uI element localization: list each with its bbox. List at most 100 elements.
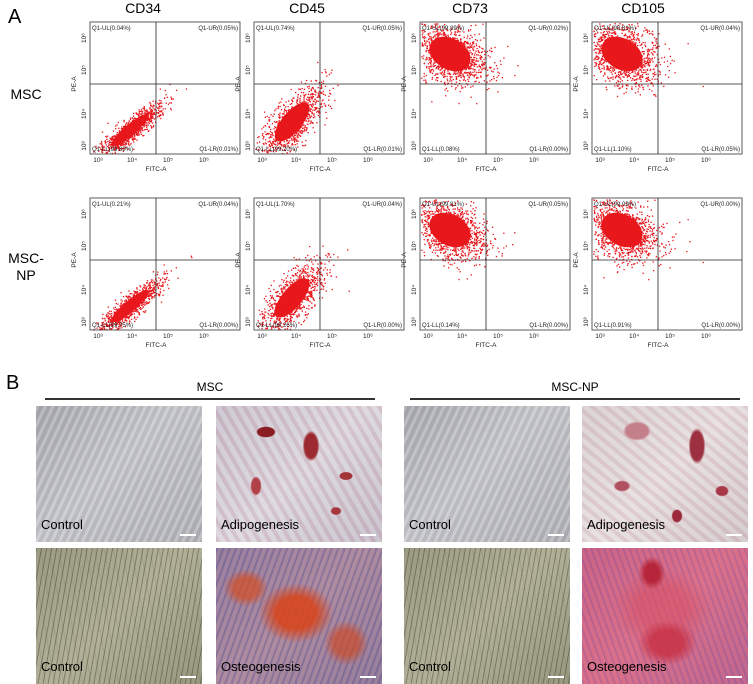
scatter-population <box>93 84 187 154</box>
y-tick-label: 10⁶ <box>245 209 252 219</box>
y-tick-label: 10⁶ <box>81 33 88 43</box>
x-tick-label: 10⁵ <box>327 157 337 164</box>
flow-plot: Q1-UL(1.70%)Q1-UR(0.04%)Q1-LL(98.26%)Q1-… <box>232 198 412 361</box>
row-header-line: MSC <box>8 86 44 103</box>
quadrant-ul-label: Q1-UL(1.70%) <box>256 202 295 208</box>
y-tick-label: 10³ <box>411 140 418 150</box>
x-tick-label: 10⁵ <box>493 157 503 164</box>
x-tick-label: 10⁵ <box>163 157 173 164</box>
x-tick-label: 10⁶ <box>701 333 711 340</box>
quadrant-lr-label: Q1-LR(0.00%) <box>701 323 740 329</box>
y-axis-label: PE-A <box>573 76 580 92</box>
column-header-cd73: CD73 <box>415 0 525 16</box>
y-tick-label: 10³ <box>81 316 88 326</box>
x-tick-label: 10⁴ <box>291 157 301 164</box>
scatter-population <box>421 199 515 280</box>
x-tick-label: 10⁶ <box>363 333 373 340</box>
x-axis-label: FITC-A <box>648 342 670 349</box>
row-header-msc-np: MSC- NP <box>8 250 44 284</box>
quadrant-ul-label: Q1-UL(98.81%) <box>594 26 636 32</box>
y-tick-label: 10³ <box>583 316 590 326</box>
scatter-population <box>258 246 350 331</box>
scale-bar <box>548 676 564 678</box>
plot-frame <box>90 198 240 330</box>
x-axis-label: FITC-A <box>146 166 168 173</box>
y-axis-label: PE-A <box>235 76 242 92</box>
y-tick-label: 10⁶ <box>411 209 418 219</box>
x-axis-label: FITC-A <box>146 342 168 349</box>
quadrant-ll-label: Q1-LL(0.08%) <box>422 147 460 153</box>
scale-bar <box>726 676 742 678</box>
x-tick-label: 10³ <box>423 157 433 164</box>
scatter-population <box>255 62 338 155</box>
x-axis-label: FITC-A <box>310 342 332 349</box>
micrograph-caption: Osteogenesis <box>587 659 667 674</box>
y-tick-label: 10⁴ <box>583 109 590 119</box>
group-header-msc-np: MSC-NP <box>410 380 740 394</box>
population-core <box>108 286 152 326</box>
x-tick-label: 10⁶ <box>199 333 209 340</box>
x-tick-label: 10³ <box>595 157 605 164</box>
micrograph: Control <box>36 406 202 542</box>
micrograph-caption: Adipogenesis <box>587 517 665 532</box>
quadrant-ll-label: Q1-LL(1.10%) <box>594 147 632 153</box>
y-tick-label: 10⁵ <box>245 65 252 75</box>
x-tick-label: 10⁶ <box>529 333 539 340</box>
quadrant-ur-label: Q1-UR(0.05%) <box>528 202 568 208</box>
quadrant-ur-label: Q1-UR(0.04%) <box>362 202 402 208</box>
y-axis-label: PE-A <box>401 76 408 92</box>
y-tick-label: 10⁴ <box>583 285 590 295</box>
y-tick-label: 10⁶ <box>81 209 88 219</box>
x-tick-label: 10⁴ <box>127 333 137 340</box>
quadrant-ll-label: Q1-LL(0.14%) <box>422 323 460 329</box>
quadrant-ul-label: Q1-UL(0.74%) <box>256 26 295 32</box>
micrograph: Control <box>404 406 570 542</box>
scatter-population <box>421 23 518 104</box>
flow-plot: Q1-UL(0.04%)Q1-UR(0.05%)Q1-LL(99.89%)Q1-… <box>68 22 248 185</box>
scatter-population <box>93 256 192 331</box>
micrograph-caption: Control <box>409 659 451 674</box>
scale-bar <box>360 676 376 678</box>
quadrant-lr-label: Q1-LR(0.00%) <box>363 323 402 329</box>
quadrant-ur-label: Q1-UR(0.05%) <box>362 26 402 32</box>
y-tick-label: 10³ <box>411 316 418 326</box>
quadrant-ur-label: Q1-UR(0.04%) <box>700 26 740 32</box>
micrograph: Osteogenesis <box>582 548 748 684</box>
quadrant-ul-label: Q1-UL(99.89%) <box>422 26 464 32</box>
y-tick-label: 10⁵ <box>411 65 418 75</box>
x-tick-label: 10⁴ <box>127 157 137 164</box>
panel-b-label: B <box>6 372 19 395</box>
y-tick-label: 10⁵ <box>583 241 590 251</box>
x-tick-label: 10⁵ <box>665 333 675 340</box>
row-header-msc: MSC <box>8 86 44 103</box>
flow-plot: Q1-UL(99.09%)Q1-UR(0.00%)Q1-LL(0.91%)Q1-… <box>570 198 750 361</box>
x-tick-label: 10⁴ <box>457 157 467 164</box>
x-tick-label: 10⁵ <box>327 333 337 340</box>
micrograph: Adipogenesis <box>216 406 382 542</box>
y-tick-label: 10⁴ <box>411 285 418 295</box>
panel-a-label: A <box>8 6 21 29</box>
x-tick-label: 10³ <box>595 333 605 340</box>
y-tick-label: 10³ <box>81 140 88 150</box>
x-tick-label: 10⁶ <box>363 157 373 164</box>
y-tick-label: 10⁵ <box>583 65 590 75</box>
x-tick-label: 10⁴ <box>629 157 639 164</box>
y-tick-label: 10⁶ <box>411 33 418 43</box>
micrograph: Adipogenesis <box>582 406 748 542</box>
micrograph-caption: Control <box>41 517 83 532</box>
y-tick-label: 10⁵ <box>81 65 88 75</box>
x-tick-label: 10⁵ <box>163 333 173 340</box>
y-axis-label: PE-A <box>573 252 580 268</box>
quadrant-ur-label: Q1-UR(0.00%) <box>700 202 740 208</box>
flow-plot: Q1-UL(98.81%)Q1-UR(0.04%)Q1-LL(1.10%)Q1-… <box>570 22 750 185</box>
row-header-line: MSC- <box>8 250 44 267</box>
quadrant-ul-label: Q1-UL(0.04%) <box>92 26 131 32</box>
x-tick-label: 10³ <box>423 333 433 340</box>
x-tick-label: 10⁴ <box>629 333 639 340</box>
y-tick-label: 10⁴ <box>245 109 252 119</box>
y-tick-label: 10⁶ <box>583 209 590 219</box>
y-tick-label: 10⁴ <box>245 285 252 295</box>
y-tick-label: 10⁶ <box>245 33 252 43</box>
quadrant-lr-label: Q1-LR(0.00%) <box>529 147 568 153</box>
scale-bar <box>548 534 564 536</box>
